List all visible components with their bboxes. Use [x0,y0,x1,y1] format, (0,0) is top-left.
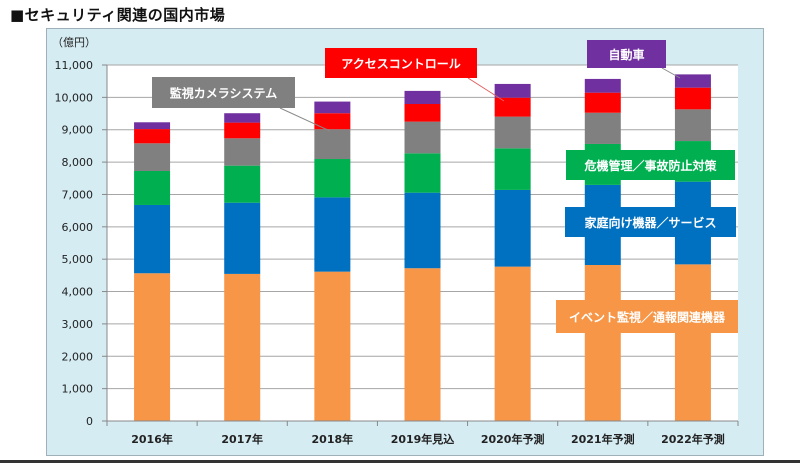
callout-4: 危機管理／事故防止対策 [566,150,735,180]
y-tick-label: 0 [86,415,93,428]
bar-segment [494,148,531,190]
x-tick-label: 2016年 [131,432,173,446]
bar-segment [314,129,351,160]
bar-segment [224,165,261,203]
series-callouts: 監視カメラシステム アクセスコントロール 自動車危機管理／事故防止対策家庭向け機器／… [152,40,738,333]
bar-segment [404,103,441,122]
callout-label: アクセスコントロール [341,57,460,71]
y-tick-label: 1,000 [62,383,94,396]
bar-segment [494,189,531,267]
x-tick-label: 2020年予測 [481,432,545,446]
y-tick-label: 11,000 [55,59,94,72]
callout-label: 監視カメラシステム [170,86,277,101]
callout-6: イベント監視／通報関連機器 [556,300,738,333]
y-tick-label: 8,000 [62,156,94,169]
callout-2: アクセスコントロール [325,48,505,102]
bar-segment [584,112,621,144]
bar-segment [224,273,261,421]
y-tick-label: 5,000 [62,253,94,266]
bar-segment [134,273,171,421]
callout-leader-line [661,67,681,79]
bar-segment [404,121,441,154]
bar-segment [314,113,351,130]
bar-segment [134,122,171,130]
x-tick-label: 2021年予測 [571,432,635,446]
callout-1: 監視カメラシステム [152,77,331,132]
bar-segment [674,87,711,110]
axes [106,65,739,426]
y-tick-label: 2,000 [62,350,94,363]
bar-segment [314,159,351,198]
bar-segment [314,197,351,272]
bar-segment [674,109,711,142]
bar-segment [674,74,711,88]
bar-stack [134,122,171,421]
bar-segment [584,265,621,421]
bar-segment [404,90,441,104]
x-tick-label: 2019年見込 [391,432,455,446]
bar-segment [404,153,441,193]
y-tick-label: 4,000 [62,286,94,299]
bar-segment [224,113,261,123]
x-tick-labels: 2016年 2017年 2018年 2019年見込 2020年予測 2021年予測 2022… [131,432,724,446]
callout-leader-line [279,107,331,132]
callout-box [152,77,295,108]
bar-segment [584,78,621,93]
callout-box [566,150,735,180]
bar-stack [494,83,531,421]
y-tick-label: 10,000 [55,91,94,104]
bar-stack [314,101,351,421]
callout-box [325,48,477,78]
x-tick-label: 2022年予測 [661,432,725,446]
callout-box [556,300,738,333]
y-axis-unit-label: （億円） [52,36,96,49]
x-tick-label: 2018年 [312,432,354,446]
callout-box [587,40,666,68]
bar-segment [224,122,261,139]
bar-segment [314,271,351,421]
callout-label: 危機管理／事故防止対策 [583,158,717,173]
bar-stack [584,78,621,421]
bar-stack [404,90,441,421]
bar-segment [134,204,171,274]
bar-segment [404,192,441,269]
callout-label: 自動車 [608,47,644,62]
bar-segment [494,116,531,149]
callout-5: 家庭向け機器／サービス [565,207,736,237]
callout-label: イベント監視／通報関連機器 [569,310,726,325]
bars [134,74,711,421]
y-tick-label: 7,000 [62,188,94,201]
bar-segment [134,170,171,205]
callout-leader-line [467,77,505,102]
bar-stack [224,113,261,421]
bar-segment [404,268,441,421]
page-title: ■セキュリティ関連の国内市場 [10,6,226,24]
bar-segment [134,129,171,144]
y-tick-label: 6,000 [62,221,94,234]
bar-segment [314,101,351,114]
bar-segment [224,138,261,166]
bar-segment [494,266,531,421]
bar-segment [224,202,261,274]
callout-box [565,207,736,237]
y-tick-labels: 0 1,000 2,000 3,000 4,000 5,000 6,000 7,000 8,00… [55,59,94,428]
callout-3: 自動車 [587,40,681,79]
callout-label: 家庭向け機器／サービス [584,215,716,230]
bar-stack [674,74,711,421]
x-tick-label: 2017年 [221,432,263,446]
bottom-divider [0,460,800,463]
bar-segment [134,143,171,171]
bar-segment [674,264,711,421]
y-tick-label: 9,000 [62,124,94,137]
bar-segment [494,97,531,117]
bar-segment [584,92,621,113]
bar-segment [494,83,531,98]
y-tick-label: 3,000 [62,318,94,331]
